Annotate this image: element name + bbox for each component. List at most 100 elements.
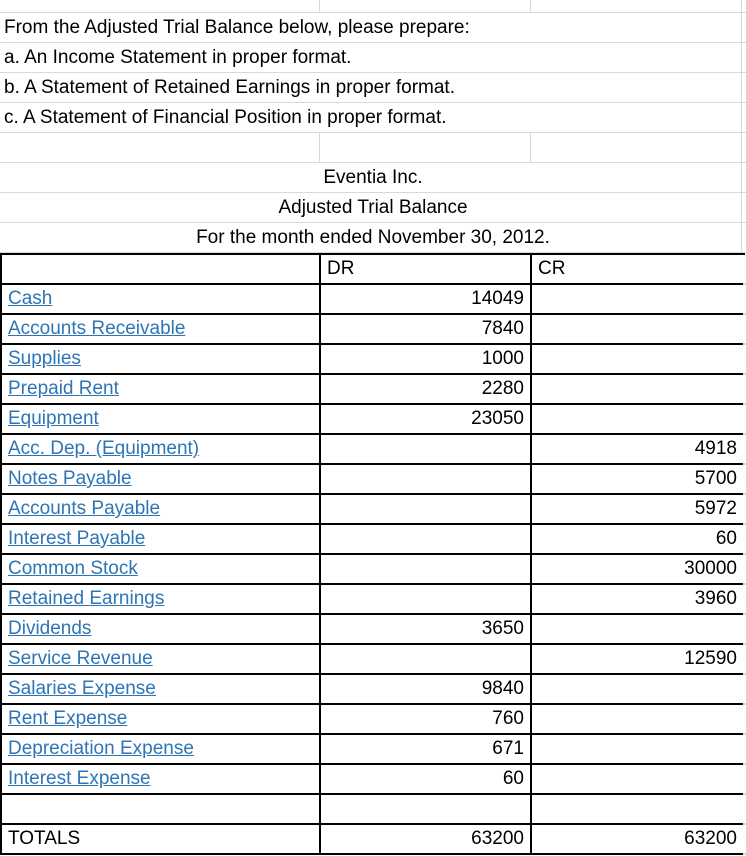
- account-link[interactable]: Salaries Expense: [8, 678, 156, 699]
- table-row: Interest Expense 60: [0, 763, 745, 795]
- account-link[interactable]: Supplies: [8, 348, 81, 369]
- account-link[interactable]: Acc. Dep. (Equipment): [8, 438, 200, 459]
- dr-value-cell: [319, 493, 532, 525]
- column-header-row: DR CR: [0, 253, 745, 285]
- account-link[interactable]: Accounts Receivable: [8, 318, 186, 339]
- table-row: Depreciation Expense 671: [0, 733, 745, 765]
- company-name: Eventia Inc.: [323, 166, 423, 188]
- dr-value-cell: 671: [319, 733, 532, 765]
- account-cell[interactable]: Common Stock: [0, 553, 321, 585]
- dr-value-cell: 60: [319, 763, 532, 795]
- table-row: Dividends 3650: [0, 613, 745, 645]
- account-cell[interactable]: Dividends: [0, 613, 321, 645]
- account-cell[interactable]: Rent Expense: [0, 703, 321, 735]
- table-row: Acc. Dep. (Equipment) 4918: [0, 433, 745, 465]
- dr-value-cell: [319, 553, 532, 585]
- cr-value-cell: [530, 703, 745, 735]
- account-link[interactable]: Rent Expense: [8, 708, 128, 729]
- table-row: Notes Payable 5700: [0, 463, 745, 495]
- totals-label-cell: TOTALS: [0, 823, 321, 855]
- instruction-row: c. A Statement of Financial Position in …: [0, 103, 746, 133]
- account-cell[interactable]: Accounts Receivable: [0, 313, 321, 345]
- cr-value-cell: 30000: [530, 553, 745, 585]
- table-row: Accounts Payable 5972: [0, 493, 745, 525]
- dr-value-cell: [319, 463, 532, 495]
- account-cell[interactable]: Cash: [0, 283, 321, 315]
- instruction-item-b: b. A Statement of Retained Earnings in p…: [4, 76, 455, 98]
- account-cell[interactable]: Acc. Dep. (Equipment): [0, 433, 321, 465]
- account-link[interactable]: Notes Payable: [8, 468, 132, 489]
- account-link[interactable]: Interest Expense: [8, 768, 151, 789]
- cr-value-cell: 5972: [530, 493, 745, 525]
- blank-cell: [0, 793, 321, 825]
- account-cell[interactable]: Accounts Payable: [0, 493, 321, 525]
- totals-dr-cell: 63200: [319, 823, 532, 855]
- account-link[interactable]: Accounts Payable: [8, 498, 161, 519]
- report-title: Adjusted Trial Balance: [278, 196, 468, 218]
- account-link[interactable]: Equipment: [8, 408, 99, 429]
- table-row: Service Revenue 12590: [0, 643, 745, 675]
- cr-value-cell: [530, 403, 745, 435]
- col-header-cr: CR: [530, 253, 745, 285]
- account-link[interactable]: Interest Payable: [8, 528, 146, 549]
- cr-value-cell: [530, 373, 745, 405]
- instruction-row: From the Adjusted Trial Balance below, p…: [0, 13, 746, 43]
- cr-value-cell: [530, 313, 745, 345]
- account-cell[interactable]: Interest Expense: [0, 763, 321, 795]
- instruction-item-c: c. A Statement of Financial Position in …: [4, 106, 447, 128]
- title-row: Eventia Inc.: [0, 163, 746, 193]
- table-row: Salaries Expense 9840: [0, 673, 745, 705]
- report-period: For the month ended November 30, 2012.: [196, 226, 550, 248]
- account-cell[interactable]: Interest Payable: [0, 523, 321, 555]
- totals-cr-cell: 63200: [530, 823, 745, 855]
- table-row: Retained Earnings 3960: [0, 583, 745, 615]
- account-link[interactable]: Service Revenue: [8, 648, 153, 669]
- gridline-stub: [319, 133, 320, 162]
- table-row: Supplies 1000: [0, 343, 745, 375]
- dr-value-cell: 9840: [319, 673, 532, 705]
- table-row: Rent Expense 760: [0, 703, 745, 735]
- dr-value-cell: [319, 523, 532, 555]
- col-header-dr: DR: [319, 253, 532, 285]
- account-link[interactable]: Prepaid Rent: [8, 378, 119, 399]
- gridline-strip: [743, 255, 746, 855]
- account-link[interactable]: Retained Earnings: [8, 588, 165, 609]
- empty-grid-row: [0, 0, 746, 13]
- dr-value-cell: [319, 433, 532, 465]
- account-cell[interactable]: Service Revenue: [0, 643, 321, 675]
- cr-value-cell: 4918: [530, 433, 745, 465]
- table-row: Interest Payable 60: [0, 523, 745, 555]
- account-link[interactable]: Depreciation Expense: [8, 738, 194, 759]
- table-row: Equipment 23050: [0, 403, 745, 435]
- dr-value-cell: [319, 643, 532, 675]
- instruction-intro: From the Adjusted Trial Balance below, p…: [4, 16, 470, 38]
- dr-value-cell: 1000: [319, 343, 532, 375]
- account-cell[interactable]: Salaries Expense: [0, 673, 321, 705]
- account-cell[interactable]: Notes Payable: [0, 463, 321, 495]
- account-header-cell: [0, 253, 321, 285]
- account-cell[interactable]: Supplies: [0, 343, 321, 375]
- account-cell[interactable]: Equipment: [0, 403, 321, 435]
- account-link[interactable]: Cash: [8, 288, 53, 309]
- dr-value-cell: 3650: [319, 613, 532, 645]
- account-cell[interactable]: Depreciation Expense: [0, 733, 321, 765]
- account-cell[interactable]: Prepaid Rent: [0, 373, 321, 405]
- cr-value-cell: [530, 613, 745, 645]
- account-cell[interactable]: Retained Earnings: [0, 583, 321, 615]
- dr-value-cell: [319, 583, 532, 615]
- instruction-row: b. A Statement of Retained Earnings in p…: [0, 73, 746, 103]
- instruction-item-a: a. An Income Statement in proper format.: [4, 46, 352, 68]
- gridline-stub: [530, 0, 531, 12]
- empty-grid-row: [0, 133, 746, 163]
- blank-cell: [319, 793, 532, 825]
- gridline-stub: [530, 133, 531, 162]
- cr-value-cell: [530, 763, 745, 795]
- column-gridline: [741, 0, 742, 253]
- account-link[interactable]: Dividends: [8, 618, 92, 639]
- blank-row: [0, 793, 745, 825]
- dr-value-cell: 7840: [319, 313, 532, 345]
- gridline-stub: [319, 0, 320, 12]
- cr-value-cell: 5700: [530, 463, 745, 495]
- account-link[interactable]: Common Stock: [8, 558, 138, 579]
